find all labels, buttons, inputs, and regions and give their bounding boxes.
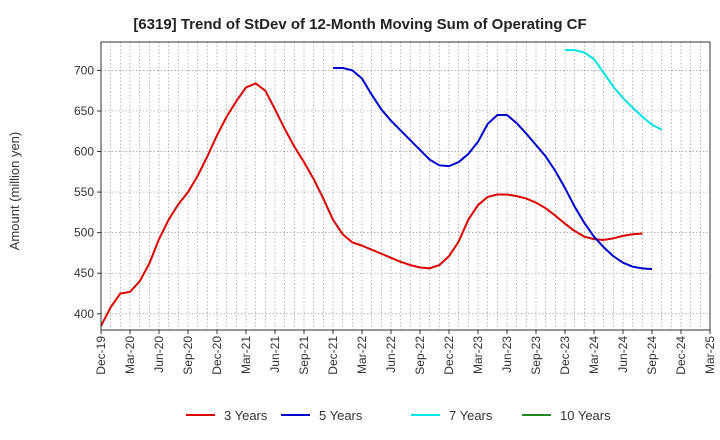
legend-label: 3 Years — [224, 408, 268, 423]
y-tick-label: 700 — [74, 63, 94, 77]
x-tick-label: Dec-19 — [94, 336, 108, 375]
x-tick-label: Dec-20 — [210, 336, 224, 375]
x-tick-label: Sep-22 — [413, 336, 427, 375]
series-line-7-years — [565, 49, 663, 131]
x-tick-label: Sep-20 — [181, 336, 195, 375]
x-tick-label: Sep-24 — [645, 336, 659, 375]
x-tick-label: Sep-23 — [529, 336, 543, 375]
y-tick-label: 550 — [74, 185, 94, 199]
legend: 3 Years 5 Years 7 Years 10 Years — [186, 408, 611, 423]
x-tick-label: Jun-21 — [268, 336, 282, 373]
y-axis: 400 450 500 550 600 650 700 — [74, 63, 101, 321]
x-tick-label: Jun-20 — [152, 336, 166, 373]
x-tick-label: Jun-22 — [384, 336, 398, 373]
y-tick-label: 450 — [74, 266, 94, 280]
x-tick-label: Jun-24 — [616, 336, 630, 373]
x-tick-label: Mar-25 — [703, 336, 717, 374]
x-tick-label: Sep-21 — [297, 336, 311, 375]
x-tick-label: Jun-23 — [500, 336, 514, 373]
legend-label: 10 Years — [560, 408, 611, 423]
y-tick-label: 500 — [74, 226, 94, 240]
x-tick-label: Dec-23 — [558, 336, 572, 375]
y-tick-label: 400 — [74, 307, 94, 321]
series-layer — [100, 49, 663, 327]
x-tick-label: Mar-24 — [587, 336, 601, 374]
x-tick-label: Mar-20 — [123, 336, 137, 374]
grid — [101, 42, 710, 330]
x-tick-label: Dec-24 — [674, 336, 688, 375]
chart-title: [6319] Trend of StDev of 12-Month Moving… — [133, 16, 586, 33]
x-tick-label: Mar-21 — [239, 336, 253, 374]
y-tick-label: 600 — [74, 145, 94, 159]
y-axis-label: Amount (million yen) — [7, 132, 22, 251]
legend-label: 7 Years — [449, 408, 493, 423]
legend-label: 5 Years — [319, 408, 363, 423]
x-axis: Dec-19 Mar-20 Jun-20 Sep-20 Dec-20 Mar-21 Jun-… — [94, 330, 717, 375]
x-tick-label: Dec-21 — [326, 336, 340, 375]
x-tick-label: Mar-23 — [471, 336, 485, 374]
series-line-3-years — [100, 82, 643, 327]
plot-frame — [100, 41, 711, 331]
series-line-5-years — [333, 66, 653, 271]
x-tick-label: Dec-22 — [442, 336, 456, 375]
x-tick-label: Mar-22 — [355, 336, 369, 374]
y-tick-label: 650 — [74, 104, 94, 118]
